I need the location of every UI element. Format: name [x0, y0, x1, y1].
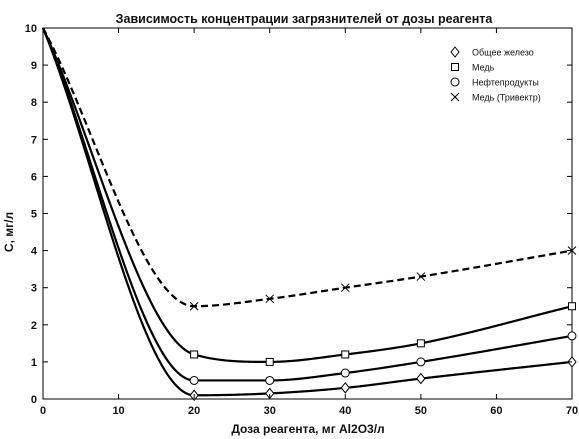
y-tick-label: 10 [25, 23, 37, 35]
data-point-1-3 [341, 350, 350, 359]
data-point-1-4 [416, 339, 425, 348]
data-point-2-2 [265, 375, 275, 385]
x-tick-label: 30 [264, 405, 276, 417]
x-tick-label: 60 [490, 405, 502, 417]
chart-title: Зависимость концентрации загрязнителей о… [116, 12, 494, 26]
data-point-2-4 [416, 357, 426, 367]
legend-entry-label: Общее железо [472, 48, 534, 58]
y-tick-label: 6 [31, 171, 37, 183]
data-point-2-5 [567, 331, 577, 341]
legend-entry-label: Медь (Тривектр) [472, 93, 541, 103]
series-line-3 [42, 27, 573, 308]
x-axis-label: Доза реагента, мг Al2O3/л [231, 422, 384, 436]
legend-marker-1 [451, 63, 459, 71]
data-point-1-1 [190, 350, 199, 359]
data-point-2-1 [189, 375, 199, 385]
y-tick-label: 4 [31, 246, 38, 258]
x-tick-label: 0 [40, 405, 46, 417]
axis-ticks: 0 10 20 30 40 50 60 70 0 1 2 3 4 5 6 7 8 9 10 [25, 23, 578, 417]
y-tick-label: 2 [31, 320, 37, 332]
y-axis-label: С, мг/л [2, 212, 16, 252]
y-tick-label: 5 [31, 209, 37, 221]
legend-marker-0 [450, 46, 460, 58]
series-line-1 [41, 27, 573, 363]
data-point-3-2 [265, 294, 275, 304]
x-tick-label: 20 [188, 405, 200, 417]
y-tick-label: 8 [31, 97, 37, 109]
data-point-3-3 [340, 283, 350, 293]
data-point-0-4 [416, 372, 426, 385]
x-tick-label: 40 [339, 405, 351, 417]
x-tick-label: 70 [566, 405, 578, 417]
series-curves [41, 27, 573, 397]
data-point-1-2 [265, 357, 274, 366]
y-tick-label: 7 [31, 134, 37, 146]
legend-marker-3 [450, 92, 460, 102]
data-point-0-3 [340, 382, 350, 394]
x-tick-label: 50 [415, 405, 427, 417]
data-point-3-4 [416, 272, 426, 281]
legend-entry-label: Нефтепродукты [472, 78, 539, 88]
y-tick-label: 3 [31, 283, 37, 295]
legend: Общее железо Медь Нефтепродукты Медь (Триве… [450, 46, 541, 103]
series-line-2 [41, 27, 573, 382]
y-tick-label: 0 [31, 394, 37, 406]
legend-marker-2 [450, 77, 460, 87]
legend-entry-label: Медь [472, 63, 495, 73]
y-tick-label: 9 [31, 60, 37, 72]
data-point-1-5 [568, 302, 576, 311]
x-tick-label: 10 [112, 405, 124, 417]
data-point-3-1 [189, 301, 199, 311]
y-tick-label: 1 [31, 357, 37, 369]
data-point-2-3 [340, 368, 350, 378]
series-line-0 [41, 27, 573, 397]
